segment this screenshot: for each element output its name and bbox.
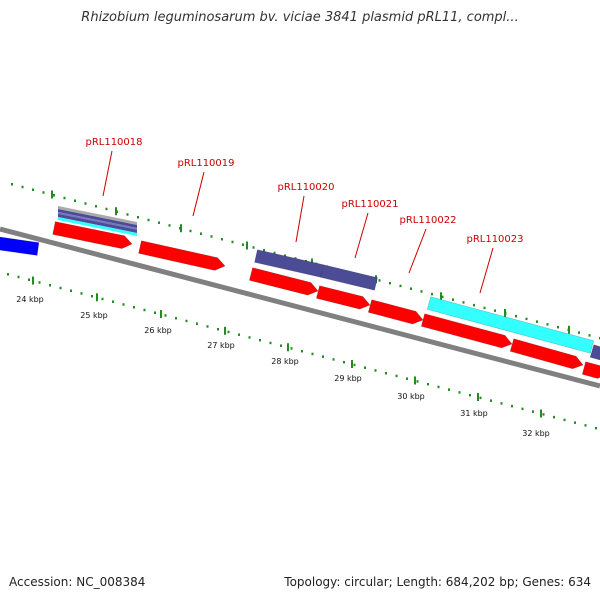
leader-line: [102, 150, 113, 197]
scale-label: 29 kbp: [334, 374, 362, 383]
leader-line: [295, 195, 305, 243]
gene-label: pRL110019: [177, 158, 234, 169]
cds-arrow: [52, 221, 133, 249]
cds-arrow: [509, 338, 584, 370]
feature-bar: [0, 236, 40, 256]
scale-label: 27 kbp: [207, 341, 235, 350]
feature-stack-bar: [58, 217, 137, 236]
map-title: Rhizobium leguminosarum bv. viciae 3841 …: [81, 10, 519, 25]
scale-label: 32 kbp: [522, 429, 550, 438]
scale-label: 31 kbp: [460, 409, 488, 418]
feature-stack-bar: [58, 214, 137, 233]
tick-marks: [7, 183, 600, 430]
genome-stats-text: Topology: circular; Length: 684,202 bp; …: [284, 575, 591, 589]
gene-label: pRL110020: [277, 182, 334, 193]
cds-arrow: [249, 267, 319, 296]
scale-label: 24 kbp: [16, 295, 44, 304]
scale-label: 26 kbp: [144, 326, 172, 335]
leader-line: [192, 171, 205, 217]
accession-text: Accession: NC_008384: [9, 575, 146, 589]
cds-arrow: [316, 285, 371, 310]
feature-bar: [426, 296, 595, 354]
feature-bar: [254, 249, 324, 278]
leader-line: [408, 228, 427, 274]
gene-label: pRL110023: [466, 234, 523, 245]
scale-label: 25 kbp: [80, 311, 108, 320]
feature-stack-bar: [58, 206, 137, 225]
feature-bar: [320, 264, 378, 291]
backbone-line: [0, 226, 600, 389]
cds-arrow: [581, 361, 600, 379]
scale-label: 28 kbp: [271, 357, 299, 366]
gene-labels: pRL110018pRL110019pRL110020pRL110021pRL1…: [85, 137, 523, 245]
cds-arrow: [367, 299, 424, 325]
cds-arrow: [420, 313, 513, 349]
gene-label: pRL110021: [341, 199, 398, 210]
feature-layer: [0, 206, 600, 379]
scale-label: 30 kbp: [397, 392, 425, 401]
feature-stack-bar: [58, 209, 137, 228]
leader-line: [479, 247, 494, 294]
cds-arrow: [138, 240, 226, 271]
leader-line: [354, 212, 369, 259]
scale-labels: 24 kbp 25 kbp 26 kbp 27 kbp 28 kbp 29 kbp 30 k…: [16, 295, 550, 438]
leader-lines: [102, 150, 494, 294]
gene-label: pRL110018: [85, 137, 142, 148]
gene-label: pRL110022: [399, 215, 456, 226]
